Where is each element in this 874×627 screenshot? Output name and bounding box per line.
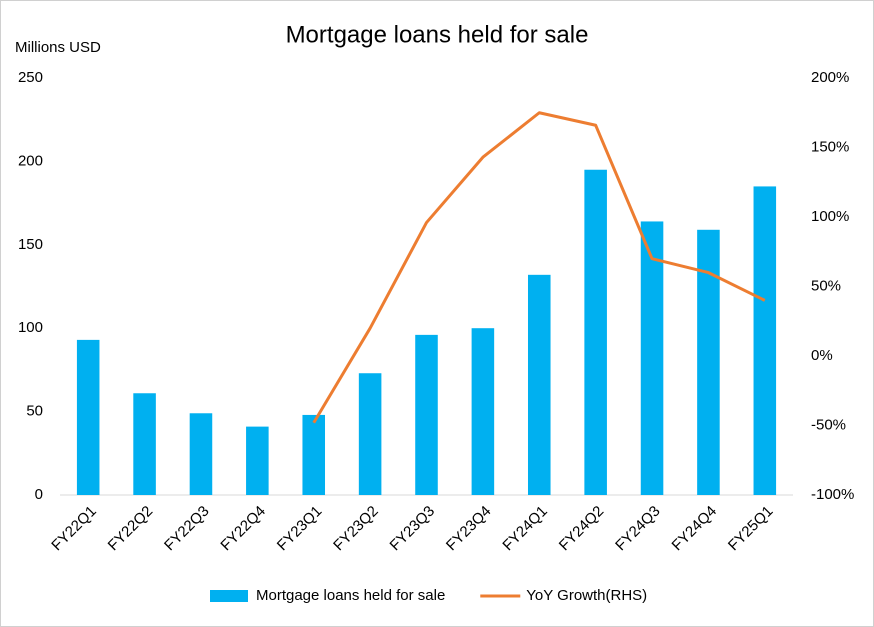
y-tick-label: 0 [35,486,43,503]
y-tick-label: 150 [18,236,43,253]
y-tick-label: 250 [18,69,43,86]
bar [753,186,777,496]
legend-label: YoY Growth(RHS) [526,587,647,604]
y2-tick-label: 0% [811,347,833,364]
y2-tick-label: 100% [811,208,849,225]
y2-tick-label: 50% [811,277,841,294]
legend-swatch [210,590,248,602]
bar [133,393,156,495]
bar [302,414,326,495]
bar [584,169,607,496]
bar [415,334,438,495]
y-tick-label: 200 [18,152,43,169]
chart-title: Mortgage loans held for sale [286,21,589,48]
bar [640,221,664,495]
bar [189,413,213,495]
y2-tick-label: 200% [811,69,849,86]
y-tick-label: 50 [26,403,43,420]
y2-tick-label: -50% [811,416,846,433]
bar [697,229,720,495]
bar [76,339,100,495]
bar [527,274,551,495]
y-tick-label: 100 [18,319,43,336]
y-axis-label: Millions USD [15,39,101,56]
legend-label: Mortgage loans held for sale [256,587,445,604]
bar [471,328,495,495]
y2-tick-label: 150% [811,138,849,155]
bar [358,373,382,495]
line [312,111,766,424]
y2-tick-label: -100% [811,486,854,503]
bar [246,426,269,495]
